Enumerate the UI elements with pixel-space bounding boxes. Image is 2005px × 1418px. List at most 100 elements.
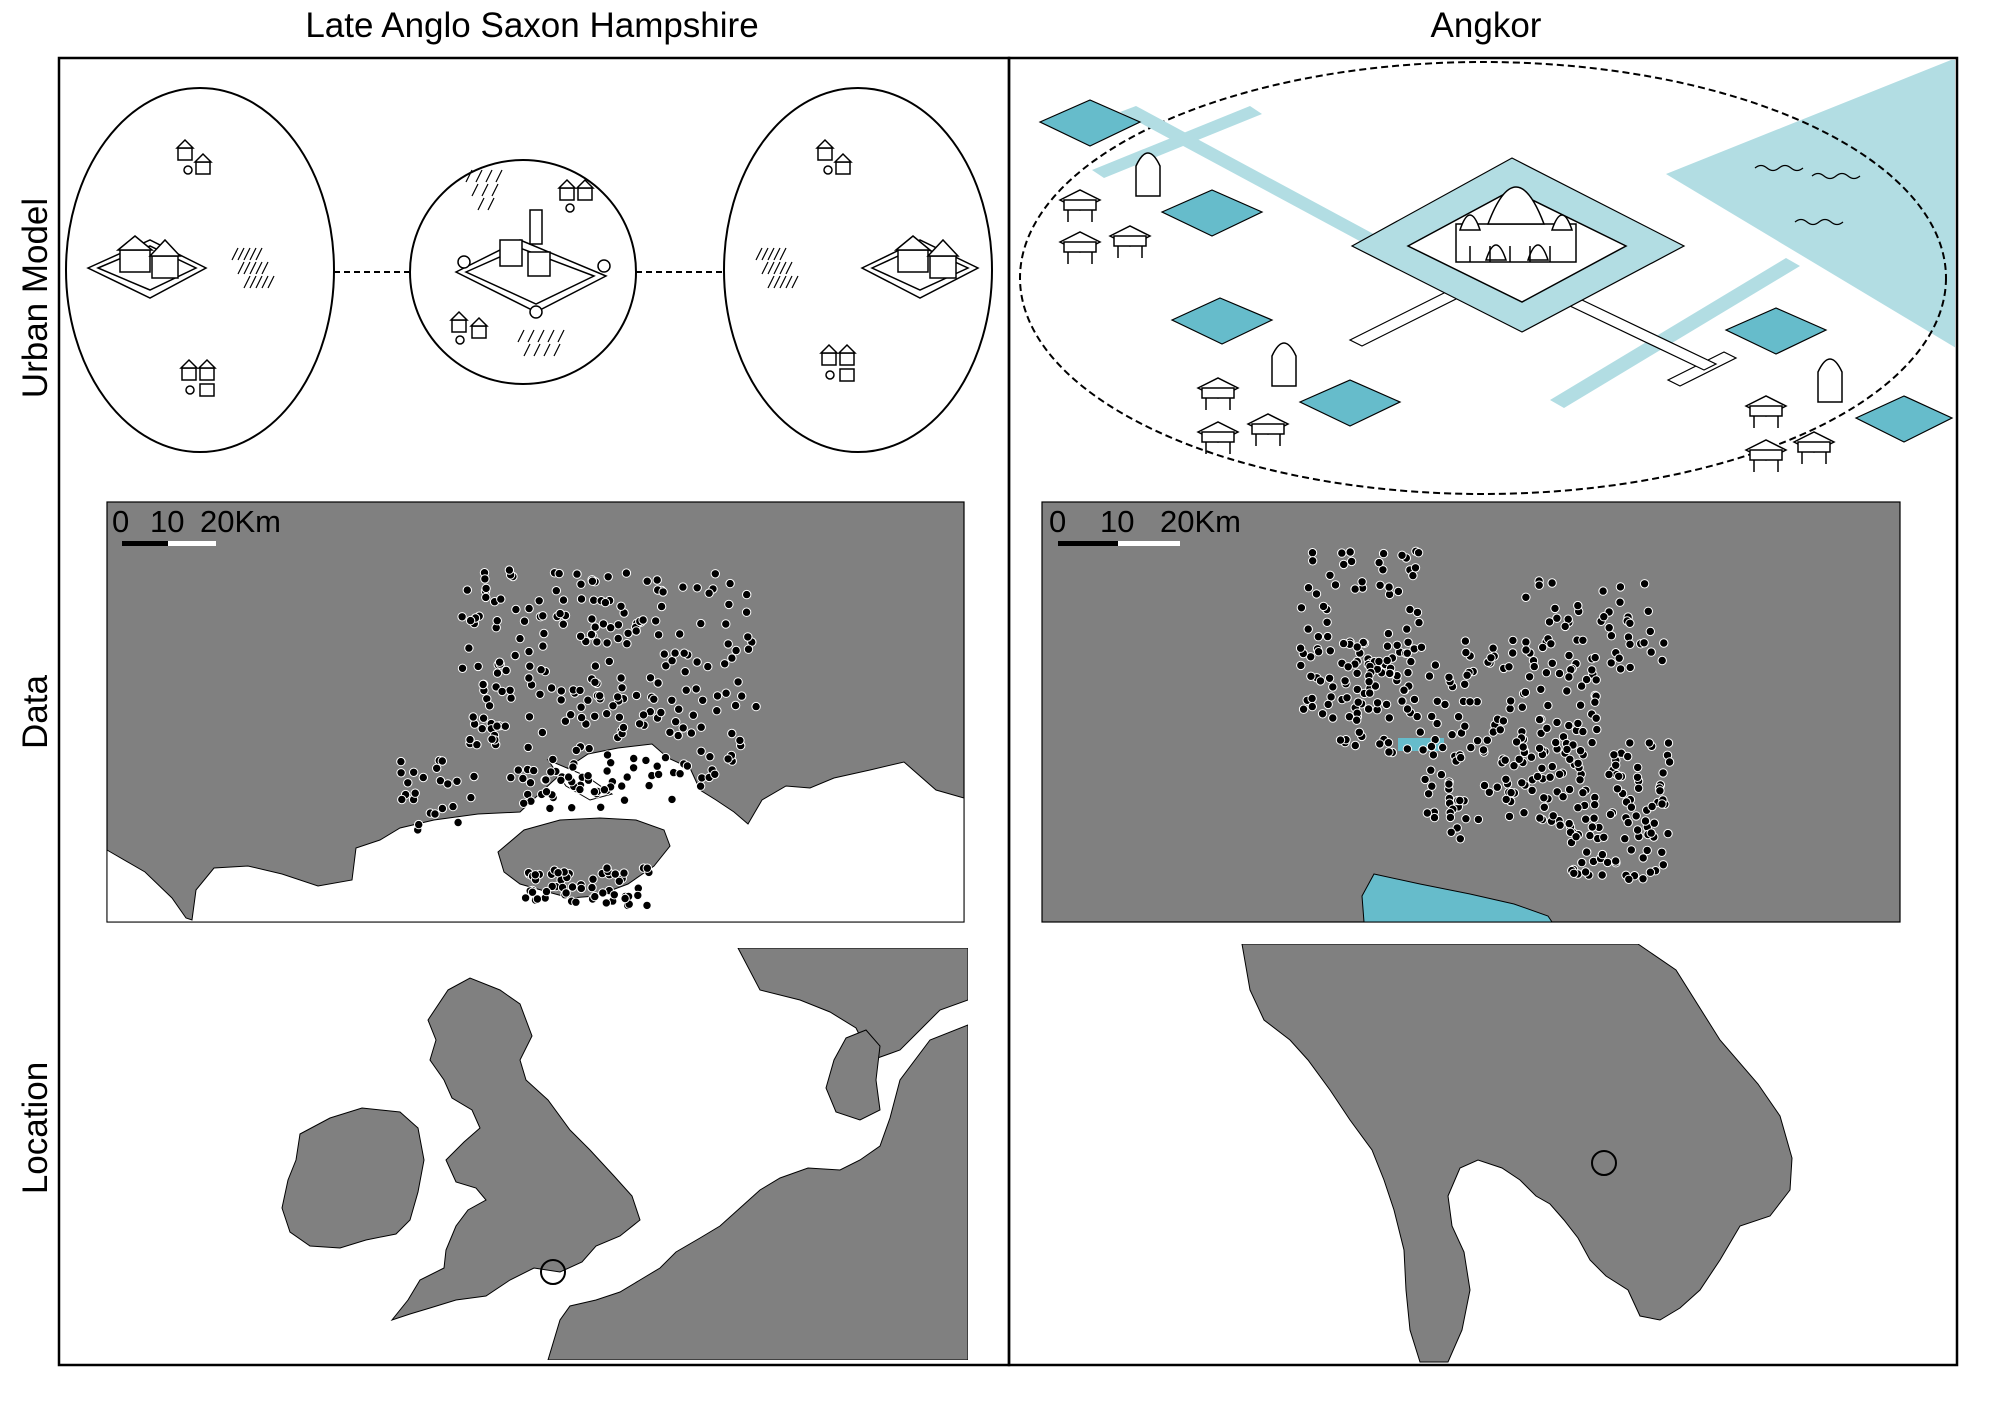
settlement-point (453, 817, 463, 828)
settlement-point (1473, 814, 1484, 825)
settlement-point (1577, 857, 1587, 868)
settlement-point (524, 646, 534, 657)
settlement-point (1642, 845, 1652, 856)
settlement-point (1564, 720, 1574, 731)
settlement-point (649, 694, 659, 704)
settlement-point (622, 639, 632, 649)
settlement-point (430, 809, 440, 819)
settlement-point (538, 641, 548, 651)
settlement-point (1311, 589, 1322, 599)
scale-label-10: 10 (1100, 504, 1135, 539)
settlement-point (492, 721, 502, 731)
settlement-point (652, 761, 662, 771)
settlement-point (1495, 725, 1506, 735)
crop-field-icon (231, 169, 799, 357)
settlement-point (448, 801, 458, 812)
settlement-point (1580, 867, 1591, 877)
settlement-point (1591, 675, 1601, 685)
settlement-point (679, 648, 689, 658)
mainland-southeast-asia (1241, 944, 1793, 1363)
settlement-point (1552, 613, 1562, 623)
settlement-point (1357, 577, 1367, 587)
settlement-point (606, 758, 616, 768)
settlement-point (396, 756, 406, 767)
settlement-point (1504, 662, 1514, 672)
settlement-point (703, 661, 713, 672)
settlement-point (735, 735, 745, 746)
settlement-point (634, 719, 645, 729)
temple-icon (1406, 186, 1628, 303)
settlement-point (1436, 769, 1447, 780)
settlement-point (472, 740, 482, 750)
settlement-point (1374, 656, 1384, 667)
settlement-point (618, 722, 629, 733)
settlement-point (457, 663, 468, 673)
settlement-point (1598, 586, 1608, 596)
settlement-point (1410, 563, 1421, 573)
settlement-point (464, 643, 474, 653)
settlement-point (1535, 813, 1545, 823)
settlement-point (1587, 737, 1597, 748)
settlement-point (614, 876, 624, 886)
settlement-point (1508, 635, 1518, 646)
settlement-point (1324, 673, 1335, 683)
row-label-data: Data (16, 675, 55, 749)
settlement-point (1453, 712, 1464, 722)
settlement-point (691, 684, 701, 694)
walled-town-icon (454, 209, 611, 319)
settlement-point (1633, 783, 1644, 793)
settlement-point (653, 769, 664, 780)
settlement-point (473, 661, 483, 672)
settlement-point (724, 599, 734, 610)
settlement-point (1609, 750, 1619, 760)
settlement-point (1639, 638, 1649, 648)
great-britain (390, 977, 641, 1322)
settlement-point (682, 761, 693, 771)
settlement-point (1578, 788, 1588, 798)
settlement-point (1352, 642, 1362, 652)
settlement-point (595, 691, 605, 701)
settlement-point (688, 710, 698, 720)
settlement-point (1578, 726, 1588, 737)
settlement-point (505, 685, 515, 695)
settlement-point (545, 803, 555, 814)
settlement-point (1479, 780, 1490, 791)
settlement-point (1409, 694, 1420, 705)
settlement-point (588, 874, 598, 884)
settlement-point (1581, 814, 1591, 824)
settlement-point (1424, 671, 1435, 681)
settlement-point (587, 576, 598, 586)
settlement-point (1562, 686, 1572, 696)
ireland (281, 1107, 425, 1249)
settlement-point (1354, 727, 1365, 737)
settlement-point (510, 650, 520, 661)
settlement-point (720, 659, 730, 669)
settlement-point (587, 614, 597, 624)
scale-label-0: 0 (112, 504, 130, 539)
settlement-point (1532, 771, 1543, 782)
settlement-point (1397, 550, 1407, 560)
settlement-point (1620, 834, 1630, 844)
settlement-point (478, 713, 489, 723)
tonle-sap-lake (1361, 873, 1553, 923)
settlement-point (1569, 868, 1579, 878)
settlement-point (1462, 670, 1472, 680)
settlement-point (1612, 784, 1623, 794)
settlement-point (1339, 559, 1349, 570)
settlement-point (396, 768, 406, 778)
settlement-point (1657, 847, 1667, 857)
settlement-point (656, 601, 667, 612)
settlement-point (598, 619, 609, 629)
settlement-point (497, 686, 507, 697)
settlement-point (1562, 744, 1572, 755)
settlement-point (1626, 845, 1637, 855)
settlement-point (410, 788, 420, 798)
settlement-point (1402, 648, 1413, 658)
settlement-point (1460, 636, 1471, 646)
settlement-point (1539, 793, 1549, 803)
settlement-point (1461, 814, 1471, 824)
settlement-point (583, 771, 593, 781)
settlement-point (1546, 639, 1556, 649)
settlement-point (1506, 696, 1516, 706)
settlement-point (651, 616, 661, 626)
